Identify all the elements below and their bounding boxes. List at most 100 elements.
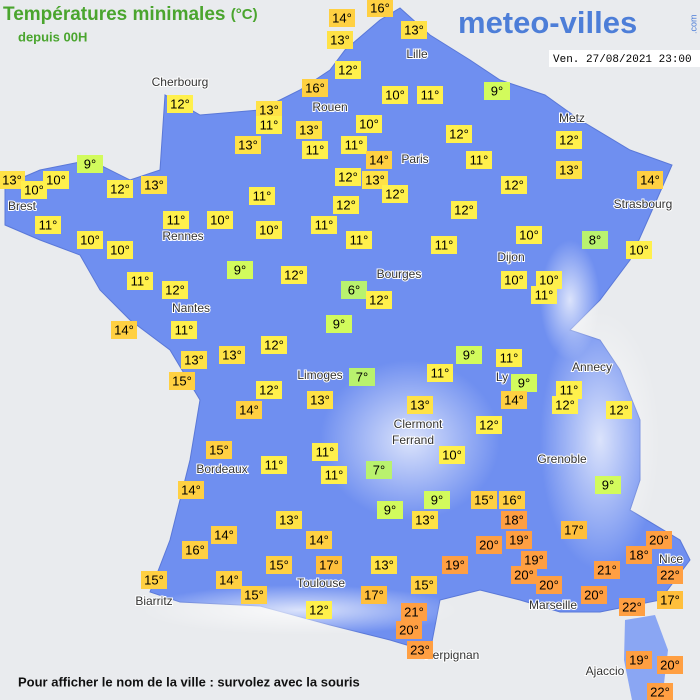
temp-box [501, 391, 527, 409]
temp-label: 17° [660, 592, 680, 607]
city-name: Clermont [394, 417, 443, 431]
temp-label: 10° [539, 272, 559, 287]
temp-box [361, 586, 387, 604]
temp-label: 20° [660, 657, 680, 672]
temp-label: 16° [305, 80, 325, 95]
temp-label: 11° [421, 87, 440, 102]
temp-label: 12° [338, 169, 358, 184]
temp-label: 9° [384, 502, 396, 517]
temp-label: 20° [399, 622, 419, 637]
temp-box [536, 576, 562, 594]
temp-label: 7° [373, 462, 385, 477]
temp-box [227, 261, 253, 279]
temp-box [595, 476, 621, 494]
temp-label: 21° [597, 562, 617, 577]
temp-label: 11° [350, 232, 369, 247]
temp-box [496, 349, 522, 367]
temp-label: 13° [299, 122, 319, 137]
temp-label: 11° [535, 287, 554, 302]
temp-box [341, 281, 367, 299]
temp-label: 14° [239, 402, 259, 417]
city-name: Toulouse [297, 576, 345, 590]
temp-label: 16° [502, 492, 522, 507]
temp-box [316, 556, 342, 574]
city-name: Perpignan [425, 648, 480, 662]
temp-box [407, 641, 433, 659]
temp-box [281, 266, 307, 284]
temp-box [141, 571, 167, 589]
temp-box [219, 346, 245, 364]
temp-box [261, 456, 287, 474]
temp-label: 11° [39, 217, 58, 232]
temp-label: 11° [435, 237, 454, 252]
temp-box [77, 155, 103, 173]
temp-label: 15° [414, 577, 434, 592]
temp-box [501, 176, 527, 194]
temp-label: 17° [319, 557, 339, 572]
temp-label: 17° [364, 587, 384, 602]
temp-box [401, 603, 427, 621]
temp-label: 9° [234, 262, 246, 277]
temp-box [411, 576, 437, 594]
temp-box [182, 541, 208, 559]
temp-box [446, 125, 472, 143]
temp-box [77, 231, 103, 249]
temp-label: 16° [370, 0, 390, 15]
temp-label: 11° [260, 117, 279, 132]
temp-box [261, 336, 287, 354]
temp-label: 7° [356, 369, 368, 384]
temp-box [647, 683, 673, 700]
temp-box [552, 396, 578, 414]
temp-box [657, 566, 683, 584]
temp-label: 9° [518, 375, 530, 390]
temp-label: 11° [560, 382, 579, 397]
temp-label: 14° [504, 392, 524, 407]
city-name: Paris [401, 152, 428, 166]
temp-label: 14° [181, 482, 201, 497]
temp-box [501, 511, 527, 529]
temp-label: 12° [170, 96, 190, 111]
temp-box [511, 374, 537, 392]
temp-box [412, 511, 438, 529]
temp-box [484, 82, 510, 100]
temp-label: 12° [479, 417, 499, 432]
temp-box [307, 391, 333, 409]
temp-label: 19° [629, 652, 649, 667]
temp-box [302, 141, 328, 159]
temp-label: 13° [310, 392, 330, 407]
city-name: Rouen [312, 100, 347, 114]
temp-box [107, 180, 133, 198]
temp-label: 13° [410, 397, 430, 412]
temp-label: 15° [269, 557, 289, 572]
temp-box [501, 271, 527, 289]
temp-label: 19° [524, 552, 544, 567]
temp-box [626, 651, 652, 669]
temp-box [107, 241, 133, 259]
city-name: Ferrand [392, 433, 434, 447]
temp-label: 12° [284, 267, 304, 282]
temp-box [367, 0, 393, 17]
temp-box [442, 556, 468, 574]
city-name: Cherbourg [152, 75, 209, 89]
temp-box [382, 185, 408, 203]
temp-box [346, 231, 372, 249]
temp-label: 22° [650, 684, 670, 699]
city-name: Ly [496, 370, 508, 384]
logo: meteo-villes [458, 5, 637, 40]
temp-box [206, 441, 232, 459]
temp-label: 17° [564, 522, 584, 537]
temp-label: 15° [209, 442, 229, 457]
city-name: Dijon [497, 250, 524, 264]
temp-label: 10° [442, 447, 462, 462]
temp-label: 20° [539, 577, 559, 592]
temp-box [362, 171, 388, 189]
temp-box [556, 131, 582, 149]
temp-box [163, 211, 189, 229]
temp-box [276, 511, 302, 529]
temp-box [306, 601, 332, 619]
temp-box [556, 381, 582, 399]
temp-label: 6° [348, 282, 360, 297]
temp-box [657, 656, 683, 674]
temp-label: 12° [454, 202, 474, 217]
